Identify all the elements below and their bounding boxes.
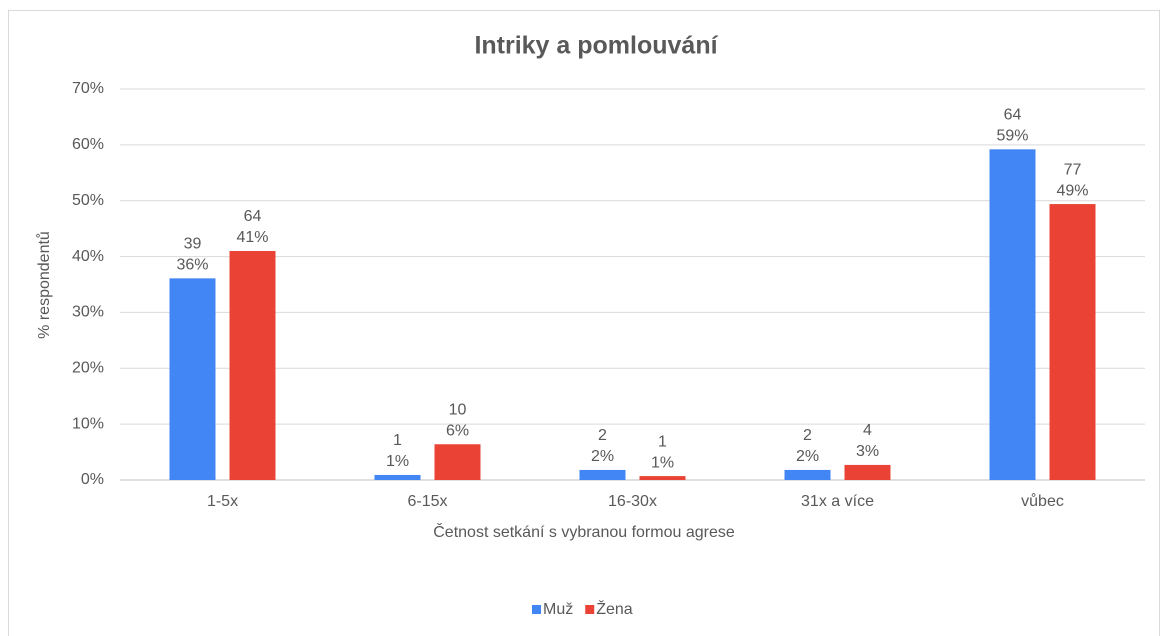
- data-label: 49%: [1056, 182, 1088, 199]
- bar: [579, 469, 626, 480]
- bar: [229, 250, 276, 480]
- x-tick-label: 6-15x: [407, 493, 447, 510]
- y-tick-label: 0%: [81, 471, 104, 488]
- data-label: 59%: [996, 128, 1028, 145]
- bar: [374, 474, 421, 480]
- data-label: 1%: [386, 453, 409, 470]
- data-label: 1%: [651, 454, 674, 471]
- legend-swatch: [585, 605, 595, 614]
- data-label: 3%: [856, 443, 879, 460]
- data-label: 2%: [796, 448, 819, 465]
- x-axis-title: Četnost setkání s vybranou formou agrese: [433, 522, 735, 541]
- data-label-count: 64: [244, 208, 262, 225]
- y-tick-label: 60%: [72, 136, 104, 153]
- data-label-count: 10: [449, 401, 467, 418]
- data-label-count: 1: [658, 433, 667, 450]
- bar: [169, 278, 216, 480]
- y-axis-title: % respondentů: [35, 231, 53, 339]
- bar: [844, 464, 891, 480]
- data-label-count: 2: [598, 427, 607, 444]
- legend-label: Muž: [543, 601, 573, 618]
- legend-swatch: [532, 605, 541, 614]
- data-label-count: 1: [393, 432, 402, 449]
- chart-title: Intriky a pomlouvání: [474, 32, 718, 60]
- x-tick-label: 31x a více: [801, 493, 874, 510]
- data-label-count: 64: [1004, 107, 1022, 124]
- data-label: 36%: [176, 257, 208, 274]
- data-label: 2%: [591, 448, 614, 465]
- y-tick-label: 10%: [72, 415, 104, 432]
- x-tick-label: 16-30x: [608, 493, 657, 510]
- bar: [639, 476, 686, 480]
- data-label: 6%: [446, 422, 469, 439]
- x-tick-label: vůbec: [1021, 492, 1064, 510]
- data-label-count: 77: [1064, 161, 1082, 178]
- y-tick-label: 50%: [72, 192, 104, 209]
- data-label-count: 39: [184, 236, 202, 253]
- y-tick-label: 70%: [72, 80, 104, 97]
- data-label: 41%: [236, 229, 268, 246]
- data-label-count: 4: [863, 422, 872, 439]
- bar: [1049, 204, 1096, 480]
- data-label-count: 2: [803, 427, 812, 444]
- x-tick-label: 1-5x: [207, 493, 238, 510]
- legend-label: Žena: [596, 599, 633, 618]
- y-tick-label: 30%: [72, 304, 104, 321]
- bar: [434, 444, 481, 480]
- bar: [989, 149, 1036, 480]
- bar: [784, 469, 831, 480]
- y-tick-label: 20%: [72, 360, 104, 377]
- y-tick-label: 40%: [72, 248, 104, 265]
